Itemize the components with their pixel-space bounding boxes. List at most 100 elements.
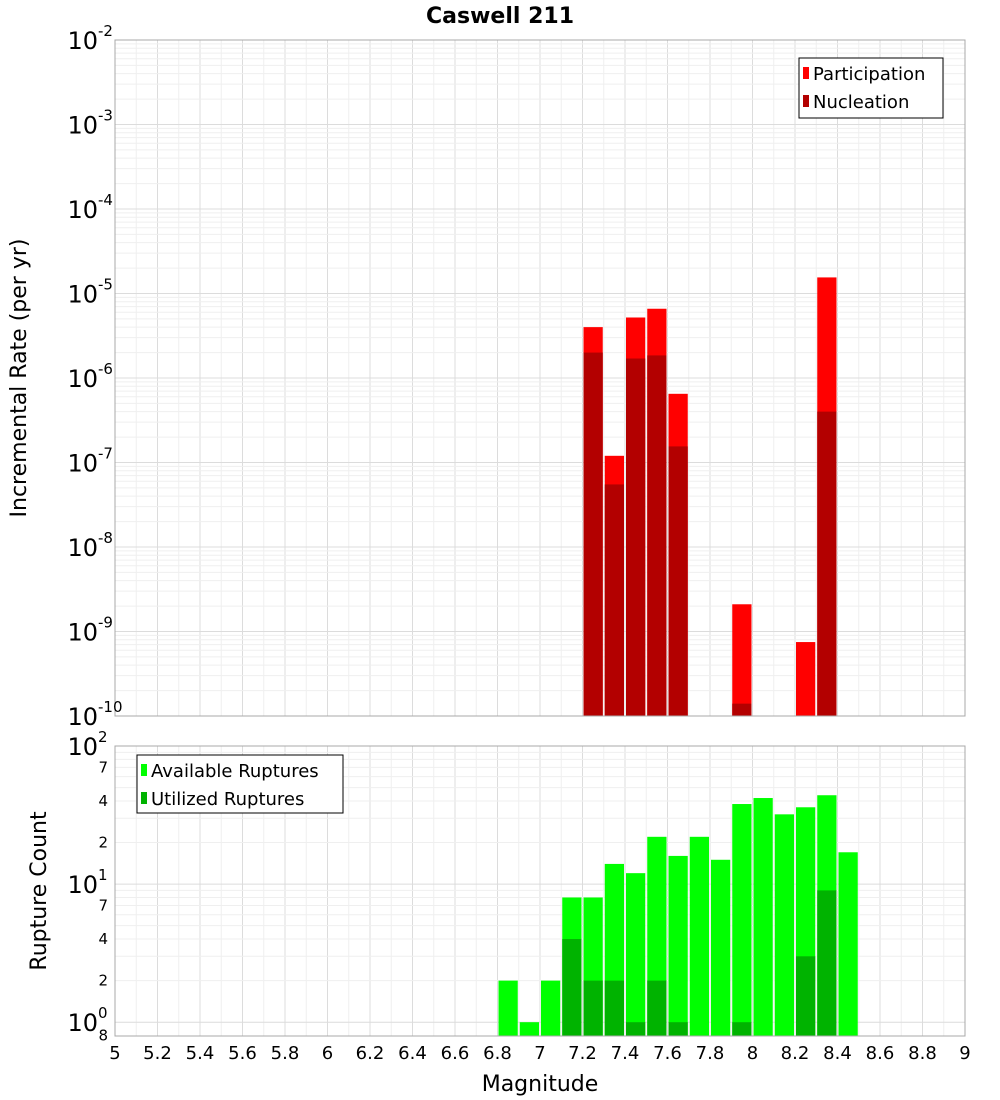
top-y-tick: 10 -9 xyxy=(67,614,113,647)
top-y-tick-exponent: -2 xyxy=(98,22,113,40)
top-y-tick-exponent: -5 xyxy=(98,276,113,294)
bottom-bar-available-ruptures xyxy=(711,859,731,1036)
x-tick-label: 6.4 xyxy=(398,1043,427,1064)
x-tick-label: 6.2 xyxy=(356,1043,385,1064)
bottom-y-tick-exponent: 0 xyxy=(98,1004,108,1022)
x-tick-label: 6 xyxy=(322,1043,333,1064)
top-bar-nucleation xyxy=(626,358,646,716)
bottom-legend-box xyxy=(136,754,344,814)
top-y-tick-base: 10 xyxy=(67,534,98,562)
bottom-y-minor-tick: 8 xyxy=(98,1027,108,1045)
bottom-bar-utilized-ruptures xyxy=(604,980,624,1036)
bottom-bar-utilized-ruptures xyxy=(626,1022,646,1036)
bottom-y-tick-exponent: 2 xyxy=(98,728,108,746)
legend-nucleation-swatch xyxy=(803,95,809,107)
top-bar-nucleation xyxy=(732,703,752,716)
bottom-bar-available-ruptures xyxy=(668,855,688,1036)
bottom-y-minor-tick: 2 xyxy=(98,834,108,852)
top-bar-participation xyxy=(796,642,816,716)
bottom-plot-bars xyxy=(498,795,858,1036)
top-y-axis-ticks: 10-210-310-410-510-610-710-810-910-10 xyxy=(67,22,122,731)
bottom-y-tick-base: 10 xyxy=(67,733,98,761)
bottom-bar-available-ruptures xyxy=(689,836,709,1036)
bottom-bar-available-ruptures xyxy=(732,804,752,1036)
top-bar-nucleation xyxy=(668,446,688,716)
top-y-tick-exponent: -10 xyxy=(98,698,123,716)
x-tick-label: 7.6 xyxy=(653,1043,682,1064)
x-tick-label: 8.2 xyxy=(781,1043,810,1064)
x-axis-label: Magnitude xyxy=(482,1072,599,1097)
top-plot-bars xyxy=(583,277,837,716)
bottom-bar-available-ruptures xyxy=(541,980,561,1036)
x-tick-label: 9 xyxy=(959,1043,970,1064)
bottom-bar-available-ruptures xyxy=(626,873,646,1036)
top-bar-nucleation xyxy=(647,355,667,716)
bottom-bar-utilized-ruptures xyxy=(817,890,837,1036)
top-legend: Participation Nucleation xyxy=(798,57,944,119)
top-plot-frame xyxy=(114,39,966,717)
top-legend-box xyxy=(798,57,944,119)
bottom-bar-utilized-ruptures xyxy=(732,1022,752,1036)
bottom-bar-utilized-ruptures xyxy=(562,939,582,1036)
x-tick-label: 8.4 xyxy=(823,1043,852,1064)
top-y-tick: 10 -6 xyxy=(67,360,113,393)
x-tick-label: 8 xyxy=(747,1043,758,1064)
top-y-tick-base: 10 xyxy=(67,365,98,393)
bottom-y-minor-tick: 7 xyxy=(98,758,108,776)
bottom-bar-available-ruptures xyxy=(838,852,858,1036)
top-bar-nucleation xyxy=(604,484,624,716)
bottom-y-tick: 10 2 xyxy=(67,728,107,761)
top-y-tick-base: 10 xyxy=(67,112,98,140)
bottom-bar-available-ruptures xyxy=(519,1022,539,1036)
bottom-y-minor-tick: 4 xyxy=(98,792,108,810)
x-tick-label: 8.8 xyxy=(908,1043,937,1064)
x-tick-label: 7 xyxy=(534,1043,545,1064)
bottom-y-tick: 10 0 xyxy=(67,1004,107,1037)
x-tick-label: 5 xyxy=(109,1043,120,1064)
top-bar-nucleation xyxy=(817,411,837,716)
x-tick-label: 7.4 xyxy=(611,1043,640,1064)
x-tick-label: 6.8 xyxy=(483,1043,512,1064)
top-y-tick-base: 10 xyxy=(67,196,98,224)
legend-utilized-swatch xyxy=(141,792,147,804)
bottom-y-axis-label: Rupture Count xyxy=(27,811,52,971)
top-y-tick: 10 -5 xyxy=(67,276,113,309)
top-y-tick-exponent: -3 xyxy=(98,107,113,125)
x-tick-label: 7.8 xyxy=(696,1043,725,1064)
chart-title: Caswell 211 xyxy=(426,4,574,29)
top-y-tick: 10 -3 xyxy=(67,107,113,140)
legend-nucleation-label: Nucleation xyxy=(813,92,909,113)
bottom-y-tick: 10 1 xyxy=(67,866,107,899)
top-bar-participation xyxy=(732,604,752,716)
top-y-tick-exponent: -8 xyxy=(98,529,113,547)
top-y-tick: 10 -10 xyxy=(67,698,122,731)
x-tick-label: 8.6 xyxy=(866,1043,895,1064)
top-y-tick-base: 10 xyxy=(67,450,98,478)
x-tick-label: 7.2 xyxy=(568,1043,597,1064)
x-tick-label: 5.6 xyxy=(228,1043,257,1064)
bottom-y-minor-tick: 7 xyxy=(98,896,108,914)
top-y-axis-label: Incremental Rate (per yr) xyxy=(7,239,32,518)
top-y-tick: 10 -2 xyxy=(67,22,113,55)
top-y-tick-base: 10 xyxy=(67,703,98,731)
top-y-tick: 10 -8 xyxy=(67,529,113,562)
bottom-bar-utilized-ruptures xyxy=(583,980,603,1036)
bottom-bar-available-ruptures xyxy=(753,798,773,1036)
x-tick-label: 5.8 xyxy=(271,1043,300,1064)
bottom-bar-available-ruptures xyxy=(498,980,518,1036)
x-tick-label: 5.2 xyxy=(143,1043,172,1064)
legend-utilized-label: Utilized Ruptures xyxy=(151,789,304,810)
top-y-tick-exponent: -9 xyxy=(98,614,113,632)
legend-participation-label: Participation xyxy=(813,64,925,85)
legend-available-swatch xyxy=(141,764,147,776)
bottom-y-tick-exponent: 1 xyxy=(98,866,108,884)
bottom-y-minor-tick: 2 xyxy=(98,972,108,990)
top-y-tick: 10 -4 xyxy=(67,191,113,224)
top-y-tick-base: 10 xyxy=(67,27,98,55)
top-bar-nucleation xyxy=(583,352,603,716)
top-y-tick-exponent: -4 xyxy=(98,191,113,209)
top-y-tick-exponent: -6 xyxy=(98,360,113,378)
